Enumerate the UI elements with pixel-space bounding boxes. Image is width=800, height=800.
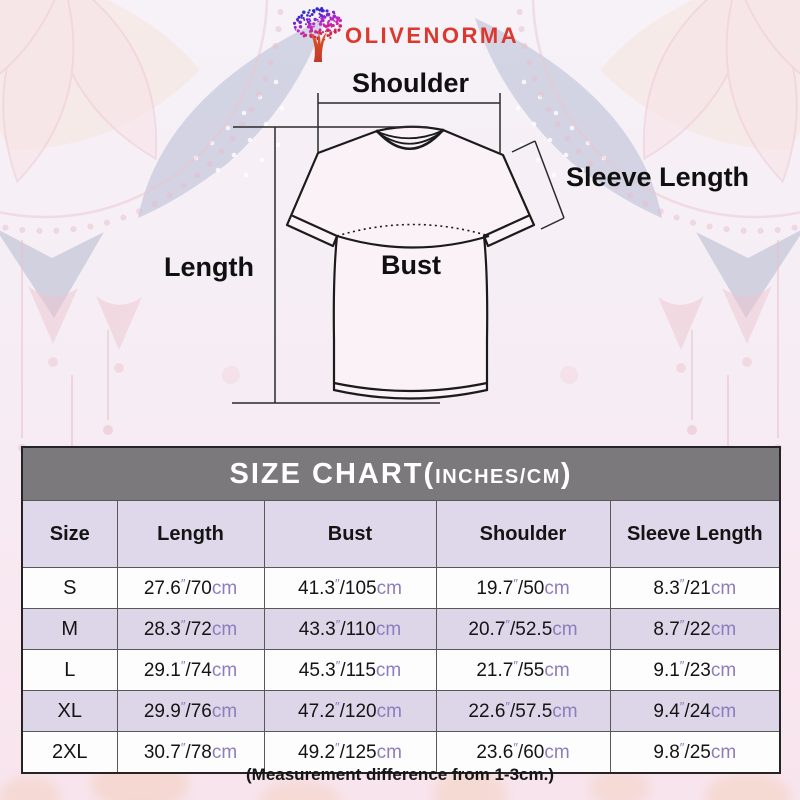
table-header-row: Size Length Bust Shoulder Sleeve Length [21,500,781,568]
brand-name: OLIVENORMA [345,23,520,48]
col-header-bust: Bust [263,500,437,568]
cell-sleeve-length: 9.8″/25cm [609,731,781,774]
table-row-s: S 27.6″/70cm 41.3″/105cm 19.7″/50cm 8.3″… [21,567,781,609]
cell-shoulder: 19.7″/50cm [435,567,611,609]
cell-sleeve-length: 8.7″/22cm [609,608,781,650]
cell-length: 29.1″/74cm [116,649,265,691]
measurement-note: (Measurement difference from 1-3cm.) [246,765,554,784]
cell-length: 28.3″/72cm [116,608,265,650]
cell-sleeve-length: 9.1″/23cm [609,649,781,691]
cell-shoulder: 23.6″/60cm [435,731,611,774]
cell-sleeve-length: 8.3″/21cm [609,567,781,609]
tshirt-outline [285,125,536,400]
cell-bust: 43.3″/110cm [263,608,437,650]
cell-bust: 41.3″/105cm [263,567,437,609]
sleeve-length-label: Sleeve Length [566,162,750,192]
brand-logo [290,5,346,65]
col-header-size: Size [21,500,118,568]
cell-size: M [21,608,118,650]
col-header-length: Length [116,500,265,568]
shoulder-dimension-line [317,93,501,154]
size-chart-title: SIZE CHART(INCHES/CM) [21,446,781,501]
col-header-sleeve-length: Sleeve Length [609,500,781,568]
brand-tree-icon [292,6,343,62]
dimension-lines [232,93,565,404]
cell-size: XL [21,690,118,732]
cell-length: 27.6″/70cm [116,567,265,609]
table-row-2xl: 2XL 30.7″/78cm 49.2″/125cm 23.6″/60cm 9.… [21,731,781,774]
size-chart-table: SIZE CHART(INCHES/CM) Size Length Bust S… [21,446,782,774]
col-header-shoulder: Shoulder [435,500,611,568]
cell-shoulder: 21.7″/55cm [435,649,611,691]
cell-size: S [21,567,118,609]
cell-length: 30.7″/78cm [116,731,265,774]
cell-size: L [21,649,118,691]
table-row-xl: XL 29.9″/76cm 47.2″/120cm 22.6″/57.5cm 9… [21,690,781,732]
length-dimension-line [232,126,440,404]
cell-size: 2XL [21,731,118,774]
cell-bust: 49.2″/125cm [263,731,437,774]
table-row-l: L 29.1″/74cm 45.3″/115cm 21.7″/55cm 9.1″… [21,649,781,691]
cell-shoulder: 22.6″/57.5cm [435,690,611,732]
cell-bust: 45.3″/115cm [263,649,437,691]
bust-dotted-line [336,223,490,237]
sleeve-dimension-line [511,140,565,230]
cell-bust: 47.2″/120cm [263,690,437,732]
cell-shoulder: 20.7″/52.5cm [435,608,611,650]
table-title-row: SIZE CHART(INCHES/CM) [21,446,781,501]
bust-label: Bust [381,250,441,280]
cell-sleeve-length: 9.4″/24cm [609,690,781,732]
cell-length: 29.9″/76cm [116,690,265,732]
shoulder-label: Shoulder [352,68,470,98]
table-row-m: M 28.3″/72cm 43.3″/110cm 20.7″/52.5cm 8.… [21,608,781,650]
length-label: Length [164,252,254,282]
